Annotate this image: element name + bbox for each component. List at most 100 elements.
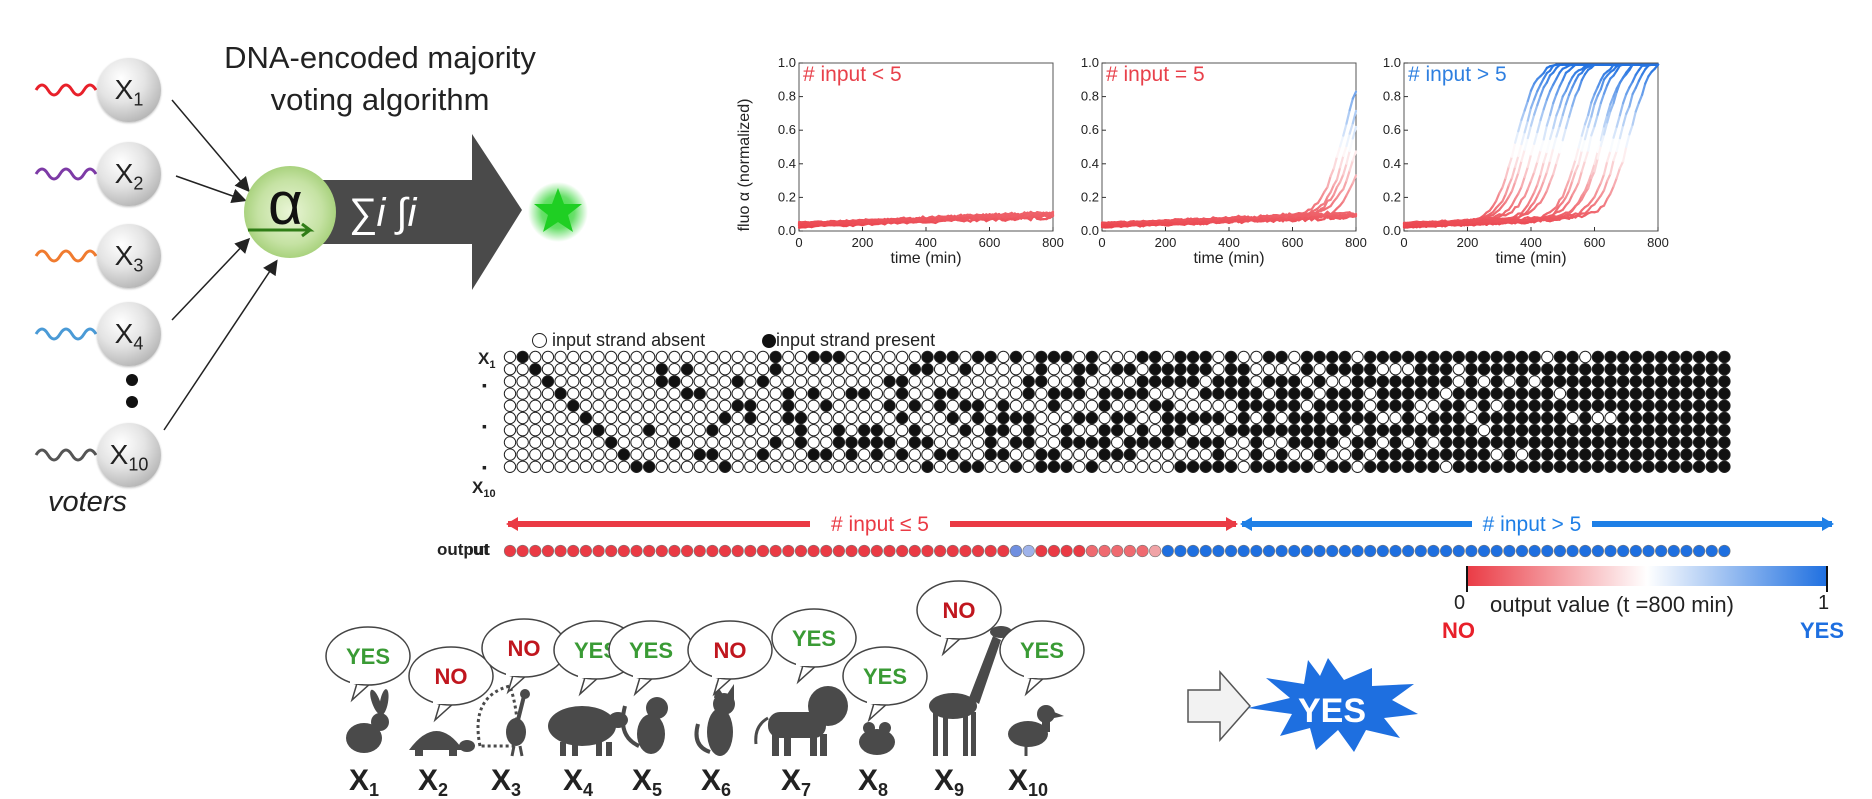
input-absent-dot [1427, 436, 1440, 449]
input-present-dot [1477, 436, 1491, 449]
input-absent-dot [605, 411, 618, 425]
input-absent-dot [984, 411, 997, 425]
input-present-dot [1389, 460, 1402, 474]
input-present-dot [1642, 448, 1655, 461]
input-present-dot [1705, 387, 1718, 400]
strand-x4-icon [34, 327, 98, 341]
input-present-dot [1667, 399, 1681, 412]
kinetic-trace [1319, 190, 1326, 200]
input-present-dot [1047, 387, 1061, 400]
input-present-dot [997, 411, 1010, 425]
input-absent-dot [567, 375, 580, 388]
input-absent-dot [870, 411, 884, 425]
input-present-dot [1553, 448, 1567, 461]
input-absent-dot [1326, 375, 1339, 388]
input-present-dot [1123, 363, 1137, 376]
kinetic-trace [1555, 85, 1561, 96]
input-absent-dot [1161, 448, 1174, 461]
input-absent-dot [997, 436, 1010, 449]
input-absent-dot [579, 387, 593, 400]
input-absent-dot [567, 350, 580, 364]
output-dot [1262, 544, 1276, 558]
kinetic-trace [1523, 99, 1529, 112]
output-dot [541, 544, 555, 558]
kinetic-trace [1567, 76, 1574, 85]
kinetic-trace [1583, 149, 1590, 163]
input-absent-dot [1009, 387, 1023, 400]
input-absent-dot [921, 387, 934, 400]
input-absent-dot [731, 460, 744, 474]
kinetic-trace [1606, 77, 1612, 87]
kinetic-trace [1342, 144, 1348, 158]
input-present-dot [1401, 399, 1415, 412]
input-present-dot [1566, 436, 1579, 449]
input-absent-dot [680, 436, 694, 449]
input-present-dot [1288, 436, 1301, 449]
input-present-dot [529, 363, 542, 376]
input-present-dot [1617, 424, 1630, 437]
input-present-dot [1654, 363, 1668, 376]
input-absent-dot [946, 363, 959, 376]
y-tick-label: 0.4 [778, 156, 796, 171]
kinetic-trace [1571, 158, 1577, 171]
kinetic-trace [1351, 90, 1358, 100]
input-present-dot [1465, 460, 1478, 474]
input-present-dot [1085, 350, 1099, 364]
input-absent-dot [895, 460, 909, 474]
animal-label: X10 [1008, 764, 1048, 799]
kinetic-trace [1596, 181, 1602, 191]
input-present-dot [1389, 375, 1402, 388]
input-present-dot [1364, 363, 1377, 376]
input-present-dot [971, 350, 985, 364]
input-absent-dot [1351, 460, 1364, 474]
input-present-dot [1528, 436, 1541, 449]
input-present-dot [605, 436, 618, 449]
input-absent-dot [1452, 363, 1465, 376]
input-present-dot [1553, 460, 1567, 474]
kinetic-trace [1332, 155, 1339, 170]
input-absent-dot [1300, 448, 1314, 461]
input-present-dot [1654, 411, 1668, 425]
vote-text: YES [1020, 638, 1064, 663]
kinetic-trace [1602, 160, 1609, 176]
output-dot [794, 544, 808, 558]
input-absent-dot [1098, 350, 1111, 364]
ellipsis-dot [126, 396, 138, 408]
input-present-dot [908, 399, 921, 412]
kinetic-trace [1520, 148, 1526, 163]
input-absent-dot [933, 375, 947, 388]
y-tick-label: 0.0 [1081, 223, 1099, 238]
input-absent-dot [1351, 350, 1364, 364]
input-present-dot [1136, 436, 1149, 449]
input-present-dot [1553, 424, 1567, 437]
input-present-dot [1591, 448, 1605, 461]
kinetic-trace [1609, 95, 1615, 106]
input-present-dot [1528, 350, 1541, 364]
vote-text: NO [508, 636, 541, 661]
input-absent-dot [630, 448, 643, 461]
input-absent-dot [895, 350, 909, 364]
input-present-dot [1718, 363, 1731, 376]
vote-text: NO [435, 664, 468, 689]
input-absent-dot [529, 399, 542, 412]
plot-frame [1101, 62, 1357, 232]
output-dot [934, 544, 947, 558]
input-absent-dot [605, 448, 618, 461]
input-absent-dot [1047, 375, 1061, 388]
input-absent-dot [554, 424, 567, 437]
input-present-dot [1591, 436, 1605, 449]
kinetic-trace [1342, 122, 1348, 137]
input-absent-dot [706, 399, 719, 412]
input-present-dot [680, 387, 694, 400]
y-tick-label: 0.4 [1081, 156, 1099, 171]
input-present-dot [1212, 387, 1225, 400]
input-present-dot [1148, 375, 1162, 388]
input-present-dot [756, 375, 770, 388]
input-absent-dot [1136, 411, 1149, 425]
input-present-dot [1654, 350, 1668, 364]
input-absent-dot [1515, 448, 1529, 461]
input-absent-dot [845, 411, 858, 425]
output-dot [1111, 544, 1124, 558]
kinetic-trace [1577, 149, 1583, 166]
colorbar-label: output value (t =800 min) [1490, 592, 1734, 617]
